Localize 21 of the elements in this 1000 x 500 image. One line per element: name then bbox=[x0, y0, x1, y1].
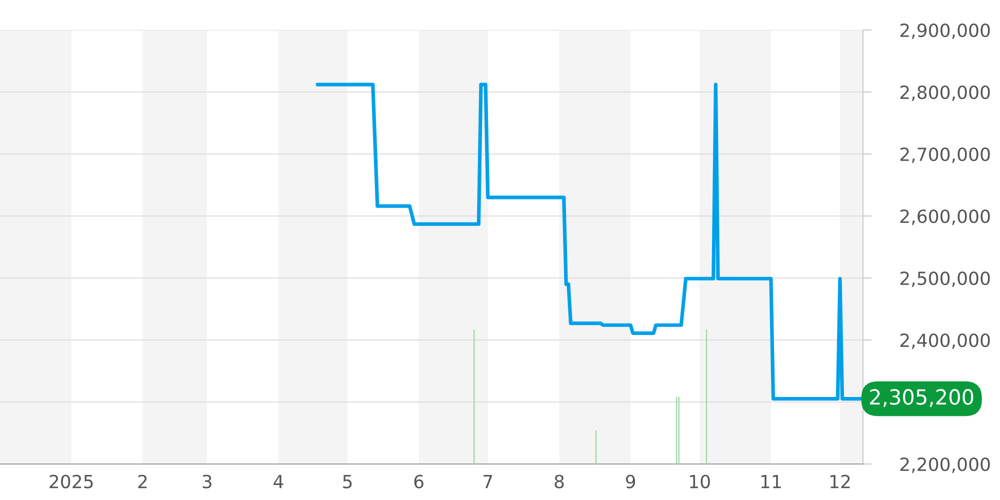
x-tick-label: 5 bbox=[343, 474, 352, 488]
y-tick-label: 2,400,000 bbox=[900, 333, 990, 349]
y-tick-label: 2,500,000 bbox=[900, 271, 990, 287]
x-tick-label: 6 bbox=[414, 474, 424, 488]
y-tick-label: 2,200,000 bbox=[900, 457, 990, 473]
x-tick-label: 4 bbox=[274, 474, 284, 488]
x-tick-label: 2025 bbox=[50, 474, 93, 488]
y-tick-label: 2,600,000 bbox=[900, 209, 990, 225]
x-tick-label: 7 bbox=[484, 474, 492, 488]
x-tick-label: 11 bbox=[761, 474, 781, 488]
text: 2,305,200 bbox=[870, 389, 974, 407]
x-tick-label: 10 bbox=[690, 474, 710, 488]
y-tick-label: 2,900,000 bbox=[900, 23, 990, 39]
y-tick-label: 2,800,000 bbox=[900, 85, 990, 101]
x-tick-label: 3 bbox=[202, 474, 212, 488]
x-tick-label: 9 bbox=[626, 474, 636, 488]
x-tick-label: 2 bbox=[138, 474, 147, 488]
y-tick-label: 2,700,000 bbox=[900, 147, 990, 163]
x-tick-label: 8 bbox=[554, 474, 564, 488]
x-tick-label: 12 bbox=[830, 474, 850, 488]
line-series bbox=[316, 82, 863, 401]
